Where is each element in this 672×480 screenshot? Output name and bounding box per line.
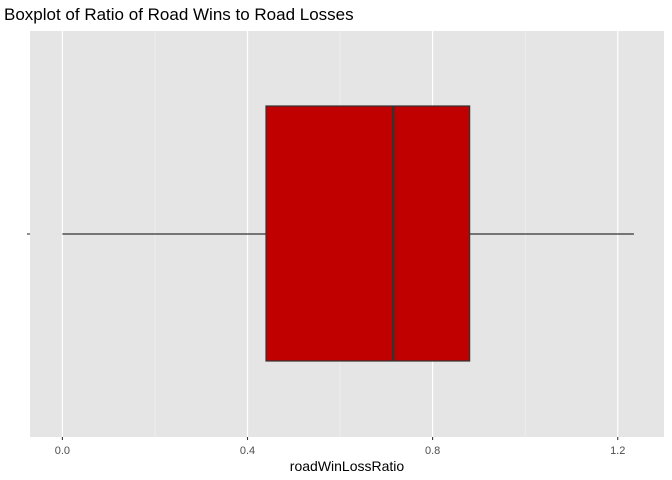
x-tick-label-0: 0.0 (55, 445, 70, 457)
x-axis-ticks (61, 437, 619, 440)
x-axis-title: roadWinLossRatio (290, 458, 405, 474)
chart-title: Boxplot of Ratio of Road Wins to Road Lo… (4, 5, 354, 24)
x-tick-label-3: 1.2 (610, 445, 625, 457)
x-axis-tick-labels: 0.0 0.4 0.8 1.2 (55, 445, 626, 457)
iqr-box (265, 105, 471, 362)
x-tick-label-2: 0.8 (425, 445, 440, 457)
x-tick-label-1: 0.4 (240, 445, 255, 457)
